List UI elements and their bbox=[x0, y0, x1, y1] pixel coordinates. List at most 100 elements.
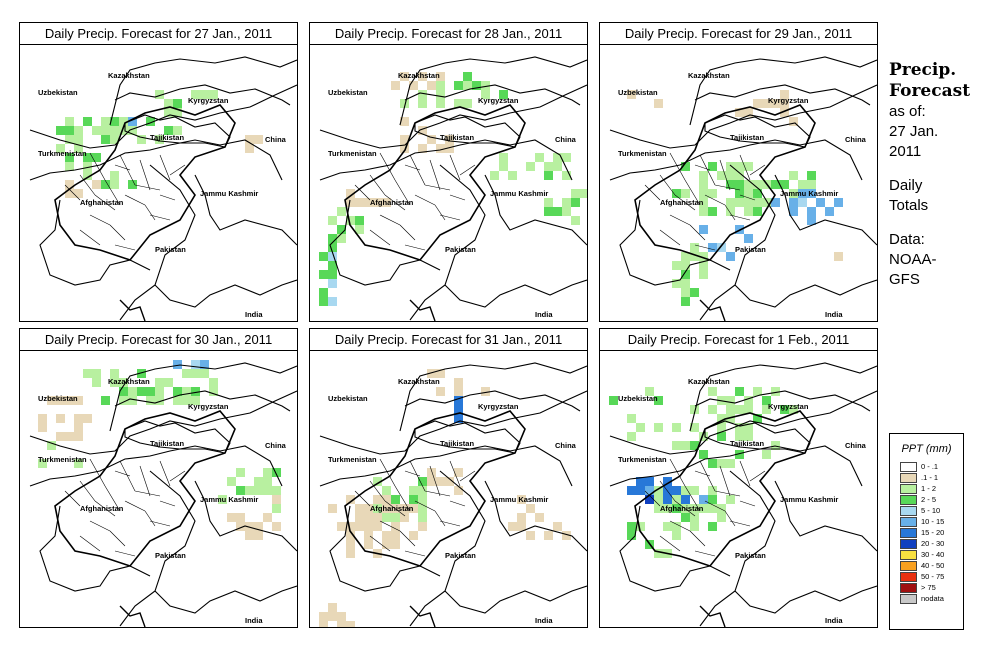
legend-item: 30 - 40 bbox=[900, 549, 963, 560]
precip-cell bbox=[735, 189, 744, 198]
precip-cell bbox=[355, 513, 364, 522]
precip-cell bbox=[382, 513, 391, 522]
precip-cell bbox=[690, 504, 699, 513]
precip-cell bbox=[146, 396, 155, 405]
precip-cell bbox=[672, 189, 681, 198]
precip-cell bbox=[663, 504, 672, 513]
place-label: Kyrgyzstan bbox=[768, 402, 809, 411]
legend-label: 5 - 10 bbox=[921, 506, 941, 515]
coastline bbox=[119, 605, 146, 627]
precip-cell bbox=[571, 216, 580, 225]
precip-cell bbox=[627, 432, 636, 441]
place-label: China bbox=[555, 135, 577, 144]
precip-cell bbox=[119, 387, 128, 396]
precip-cell bbox=[553, 522, 562, 531]
province-border bbox=[729, 520, 751, 527]
precip-cell bbox=[526, 504, 535, 513]
precip-cell bbox=[263, 477, 272, 486]
province-border bbox=[379, 458, 396, 487]
province-border bbox=[64, 184, 81, 201]
precip-cell bbox=[355, 198, 364, 207]
country-border bbox=[734, 585, 877, 614]
precip-cell bbox=[173, 387, 182, 396]
panel-title: Daily Precip. Forecast for 27 Jan., 2011 bbox=[20, 23, 297, 45]
precip-cell bbox=[717, 414, 726, 423]
province-border bbox=[434, 510, 446, 527]
province-border bbox=[659, 535, 681, 552]
precip-cells bbox=[609, 387, 798, 558]
precip-cell bbox=[92, 126, 101, 135]
precip-cell bbox=[708, 405, 717, 414]
precip-cell bbox=[636, 477, 645, 486]
precip-cells bbox=[38, 360, 281, 540]
precip-cells bbox=[56, 90, 263, 198]
province-border bbox=[394, 485, 411, 512]
precip-cell bbox=[454, 486, 463, 495]
precip-cell bbox=[681, 252, 690, 261]
province-border bbox=[369, 480, 386, 502]
precip-cell bbox=[83, 117, 92, 126]
coastline bbox=[409, 299, 436, 321]
province-border bbox=[379, 152, 396, 181]
place-label: Uzbekistan bbox=[38, 394, 78, 403]
province-border bbox=[714, 490, 741, 497]
precip-cell bbox=[454, 81, 463, 90]
province-border bbox=[414, 194, 436, 206]
precip-cell bbox=[173, 396, 182, 405]
precip-cell bbox=[789, 405, 798, 414]
precip-cell bbox=[38, 414, 47, 423]
province-border bbox=[414, 500, 436, 512]
precip-cell bbox=[690, 405, 699, 414]
precip-cell bbox=[708, 387, 717, 396]
precip-cell bbox=[391, 531, 400, 540]
province-border bbox=[459, 164, 476, 176]
precip-cell bbox=[636, 522, 645, 531]
precip-map: Uzbekistan Kazakhstan Kyrgyzstan Tajikistan… bbox=[310, 351, 587, 627]
country-border bbox=[39, 199, 151, 286]
legend-swatch bbox=[900, 549, 917, 560]
precip-cell bbox=[681, 189, 690, 198]
place-label: India bbox=[825, 616, 843, 625]
map-svg: Uzbekistan Kazakhstan Kyrgyzstan Tajikistan… bbox=[310, 351, 587, 627]
country-border bbox=[194, 174, 297, 246]
province-border bbox=[399, 224, 416, 241]
country-border bbox=[404, 84, 581, 106]
totals-label: Totals bbox=[889, 197, 929, 214]
country-border bbox=[694, 390, 871, 412]
precip-cell bbox=[544, 171, 553, 180]
precip-cell bbox=[645, 477, 654, 486]
precip-cell bbox=[128, 126, 137, 135]
precip-cell bbox=[708, 486, 717, 495]
precip-cell bbox=[508, 522, 517, 531]
province-border bbox=[694, 550, 716, 557]
precip-cell bbox=[391, 540, 400, 549]
afghanistan-border bbox=[54, 104, 236, 261]
precip-cell bbox=[744, 405, 753, 414]
precip-cell bbox=[780, 180, 789, 189]
country-border bbox=[319, 84, 587, 149]
precip-cell bbox=[200, 360, 209, 369]
country-border bbox=[609, 139, 863, 181]
province-border bbox=[699, 154, 716, 186]
country-border bbox=[609, 84, 877, 149]
country-border bbox=[399, 362, 587, 432]
precip-cell bbox=[337, 207, 346, 216]
legend-swatch bbox=[900, 494, 917, 505]
place-label: Uzbekistan bbox=[328, 88, 368, 97]
forecast-panel-jan28: Daily Precip. Forecast for 28 Jan., 2011… bbox=[309, 22, 588, 322]
afghanistan-border bbox=[344, 104, 526, 261]
province-border bbox=[739, 460, 751, 487]
precip-cell bbox=[445, 135, 454, 144]
province-border bbox=[144, 510, 156, 527]
precip-cell bbox=[454, 99, 463, 108]
precip-cell bbox=[110, 378, 119, 387]
precip-cell bbox=[726, 171, 735, 180]
precip-cell bbox=[472, 81, 481, 90]
place-label: Jammu Kashmir bbox=[490, 495, 548, 504]
province-border bbox=[94, 500, 116, 517]
legend-rows: 0 - .1 .1 - 1 1 - 2 2 - 5 5 - 10 10 - 15… bbox=[900, 461, 963, 604]
place-label: India bbox=[825, 310, 843, 319]
province-border bbox=[409, 460, 426, 492]
precip-cell bbox=[735, 180, 744, 189]
legend-label: 2 - 5 bbox=[921, 495, 937, 504]
